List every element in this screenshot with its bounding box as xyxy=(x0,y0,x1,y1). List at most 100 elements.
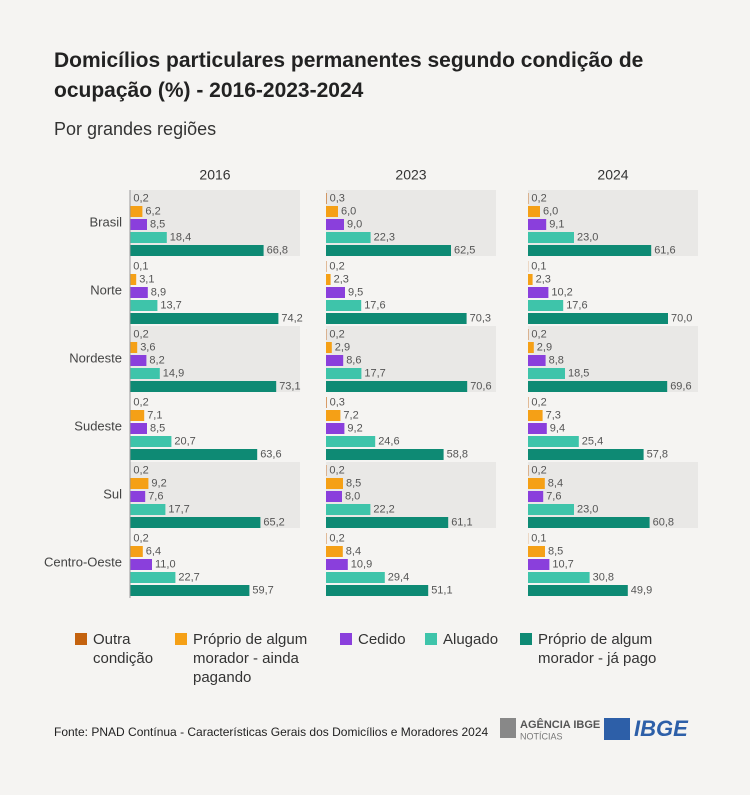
value-label: 6,0 xyxy=(543,205,558,217)
value-label: 8,8 xyxy=(549,354,564,366)
bar xyxy=(130,478,149,489)
value-label: 0,3 xyxy=(330,192,345,204)
bar xyxy=(528,491,544,502)
bar xyxy=(326,313,467,324)
panel-title: 2016 xyxy=(199,167,230,183)
ibge-logo: IBGE xyxy=(634,716,689,741)
bar xyxy=(528,585,628,596)
value-label: 2,3 xyxy=(334,273,349,285)
value-label: 65,2 xyxy=(263,516,284,528)
value-label: 0,2 xyxy=(531,328,546,340)
value-label: 0,1 xyxy=(531,260,546,272)
value-label: 70,6 xyxy=(470,380,491,392)
bar xyxy=(528,274,533,285)
value-label: 0,2 xyxy=(329,328,344,340)
bar xyxy=(326,355,344,366)
bar xyxy=(130,245,264,256)
value-label: 0,2 xyxy=(329,464,344,476)
value-label: 8,9 xyxy=(151,286,166,298)
value-label: 11,0 xyxy=(155,558,176,570)
value-label: 9,2 xyxy=(347,422,362,434)
value-label: 10,7 xyxy=(552,558,573,570)
value-label: 13,7 xyxy=(160,299,181,311)
source: Fonte: PNAD Contínua - Características G… xyxy=(54,725,489,739)
bar xyxy=(528,232,574,243)
bar xyxy=(130,287,148,298)
value-label: 18,5 xyxy=(568,367,589,379)
bar xyxy=(130,546,143,557)
bar xyxy=(326,491,342,502)
bar xyxy=(326,300,362,311)
value-label: 0,2 xyxy=(531,192,546,204)
bar xyxy=(528,313,668,324)
value-label: 61,1 xyxy=(451,516,472,528)
agency: AGÊNCIA IBGE xyxy=(520,718,600,731)
bar xyxy=(130,436,172,447)
value-label: 23,0 xyxy=(577,503,598,515)
value-label: 70,0 xyxy=(671,312,692,324)
bar xyxy=(130,491,146,502)
legend-item: Próprio de algum morador - já pago xyxy=(520,630,680,668)
value-label: 7,2 xyxy=(343,409,358,421)
y-tick-label: Brasil xyxy=(89,214,122,229)
bar xyxy=(326,193,327,204)
value-label: 8,5 xyxy=(346,477,361,489)
value-label: 0,2 xyxy=(531,396,546,408)
bar xyxy=(528,342,534,353)
value-label: 22,7 xyxy=(178,571,199,583)
legend-label: Próprio de algum morador - ainda pagando xyxy=(193,631,308,686)
bar xyxy=(528,368,565,379)
bar xyxy=(130,410,145,421)
panel-title: 2023 xyxy=(395,167,426,183)
y-tick-label: Nordeste xyxy=(69,350,122,365)
value-label: 0,2 xyxy=(531,464,546,476)
agency-sub: NOTÍCIAS xyxy=(520,731,563,741)
bar xyxy=(326,232,371,243)
bar xyxy=(326,504,371,515)
value-label: 69,6 xyxy=(670,380,691,392)
bar xyxy=(326,546,343,557)
value-label: 8,4 xyxy=(346,545,361,557)
value-label: 60,8 xyxy=(653,516,674,528)
bar xyxy=(130,449,258,460)
bar xyxy=(130,559,152,570)
value-label: 20,7 xyxy=(174,435,195,447)
value-label: 58,8 xyxy=(447,448,468,460)
legend-item: Outra condição xyxy=(75,630,155,668)
value-label: 8,4 xyxy=(548,477,563,489)
value-label: 0,2 xyxy=(133,192,148,204)
value-label: 29,4 xyxy=(388,571,409,583)
bar xyxy=(528,355,546,366)
legend-item: Alugado xyxy=(425,630,505,649)
value-label: 22,2 xyxy=(373,503,394,515)
bar xyxy=(528,381,668,392)
value-label: 70,3 xyxy=(470,312,491,324)
bar xyxy=(528,572,590,583)
value-label: 24,6 xyxy=(378,435,399,447)
panel-title: 2024 xyxy=(597,167,628,183)
value-label: 14,9 xyxy=(163,367,184,379)
bar xyxy=(326,245,451,256)
value-label: 25,4 xyxy=(582,435,603,447)
value-label: 74,2 xyxy=(281,312,302,324)
value-label: 61,6 xyxy=(654,244,675,256)
bar xyxy=(326,478,343,489)
bar xyxy=(130,504,166,515)
value-label: 2,9 xyxy=(537,341,552,353)
value-label: 7,3 xyxy=(546,409,561,421)
value-label: 6,2 xyxy=(145,205,160,217)
legend-swatch xyxy=(175,633,187,645)
value-label: 9,2 xyxy=(151,477,166,489)
value-label: 0,2 xyxy=(329,532,344,544)
value-label: 8,0 xyxy=(345,490,360,502)
bar xyxy=(528,449,644,460)
value-label: 7,6 xyxy=(546,490,561,502)
bar xyxy=(528,423,547,434)
bar xyxy=(528,206,540,217)
bar xyxy=(130,423,147,434)
bar xyxy=(326,342,332,353)
value-label: 62,5 xyxy=(454,244,475,256)
value-label: 6,4 xyxy=(146,545,161,557)
